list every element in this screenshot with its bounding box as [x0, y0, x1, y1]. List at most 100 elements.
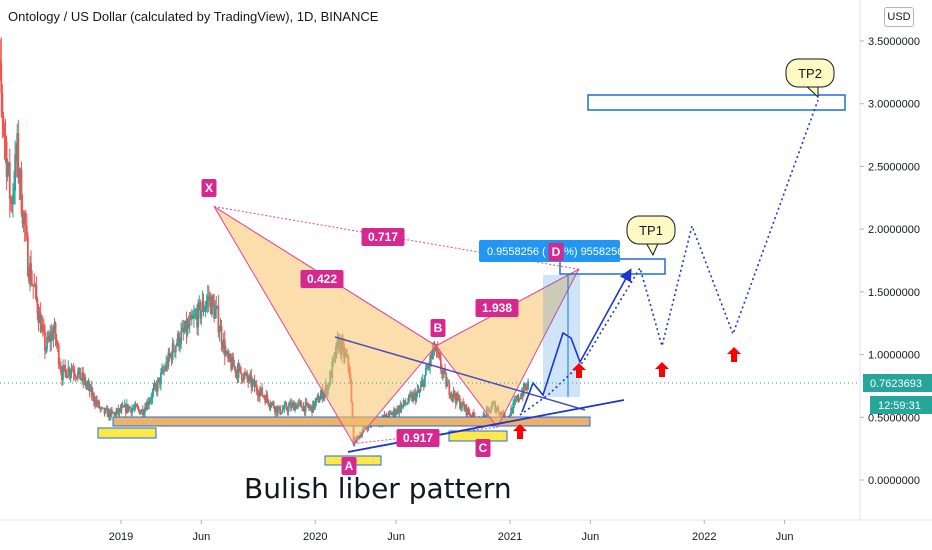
- candle-body: [137, 407, 140, 410]
- candle-body: [453, 390, 456, 398]
- candle-body: [102, 407, 105, 409]
- candle-body: [7, 162, 10, 169]
- candle-body: [393, 409, 395, 413]
- candle-body: [116, 408, 119, 412]
- candle-body: [151, 391, 154, 399]
- candle-body: [452, 390, 455, 397]
- candle-body: [515, 399, 518, 401]
- candle-body: [18, 175, 21, 183]
- candle-body: [278, 406, 280, 409]
- candle-body: [120, 406, 123, 411]
- candle-body: [282, 409, 285, 411]
- candle-body: [219, 326, 222, 332]
- candle-body: [132, 408, 135, 410]
- candle-body: [384, 414, 387, 419]
- candle-body: [161, 369, 163, 373]
- candle-body: [136, 406, 139, 408]
- candle-body: [123, 404, 126, 408]
- candle-body: [57, 345, 60, 365]
- candle-body: [76, 371, 79, 378]
- candle-body: [47, 337, 49, 341]
- candle-body: [35, 284, 38, 300]
- candle-body: [171, 343, 174, 360]
- point-label-x: X: [205, 181, 213, 195]
- price-tick-label: 2.0000000: [868, 224, 920, 236]
- ratio-label-xb: 0.422: [307, 272, 337, 286]
- candle-body: [527, 381, 529, 390]
- candle-body: [81, 372, 84, 380]
- candle-body: [73, 373, 76, 376]
- candle-body: [289, 403, 292, 409]
- buy-arrow-icon: [727, 347, 741, 362]
- candle-body: [85, 385, 88, 387]
- candle-body: [58, 364, 61, 367]
- candle-body: [205, 301, 208, 307]
- candle-body: [232, 356, 235, 367]
- candle-body: [78, 367, 80, 372]
- candle-body: [145, 407, 147, 411]
- candle-body: [188, 319, 191, 327]
- candle-body: [288, 403, 291, 406]
- candle-body: [429, 355, 432, 367]
- candle-body: [456, 393, 459, 400]
- currency-button[interactable]: USD: [884, 7, 914, 27]
- candle-body: [72, 369, 75, 374]
- candle-body: [193, 316, 195, 319]
- candle-body: [467, 408, 470, 413]
- candle-body: [92, 393, 95, 402]
- candle-body: [450, 394, 453, 397]
- candle-body: [261, 387, 263, 396]
- candle-body: [459, 398, 461, 409]
- candle-body: [199, 302, 202, 319]
- chart-title: Ontology / US Dollar (calculated by Trad…: [8, 9, 379, 24]
- candle-body: [313, 401, 316, 408]
- candle-body: [418, 391, 421, 393]
- candle-body: [422, 380, 425, 387]
- candle-body: [404, 403, 407, 405]
- candle-body: [306, 402, 309, 407]
- candle-body: [233, 366, 236, 368]
- candle-body: [241, 380, 244, 382]
- candle-body: [13, 190, 15, 195]
- candle-body: [258, 391, 261, 397]
- candle-body: [301, 407, 304, 411]
- candle-body: [253, 380, 256, 388]
- candle-body: [160, 372, 162, 385]
- candle-body: [38, 312, 41, 323]
- candle-body: [166, 361, 169, 367]
- candle-body: [157, 377, 160, 381]
- candle-body: [59, 366, 62, 372]
- candle-body: [95, 400, 97, 405]
- candle-body: [420, 382, 423, 387]
- candle-body: [130, 407, 133, 413]
- support-trendline: [347, 399, 625, 453]
- candle-body: [11, 203, 13, 205]
- candle-body: [63, 364, 65, 367]
- candle-body: [287, 405, 290, 412]
- candle-body: [511, 408, 514, 414]
- price-axis[interactable]: 0.0000000 0.5000000 1.0000000 1.5000000 2.00…: [859, 0, 932, 550]
- currency-button-label: USD: [887, 11, 911, 23]
- candle-body: [210, 296, 212, 315]
- candle-body: [82, 372, 85, 382]
- candle-body: [238, 364, 241, 367]
- candle-body: [440, 369, 443, 374]
- candle-body: [22, 212, 25, 224]
- candle-body: [69, 372, 72, 375]
- candle-body: [407, 395, 410, 403]
- point-label-x-bg: [201, 179, 217, 197]
- time-axis[interactable]: 2019 Jun 2020 Jun 2021 Jun 2022 Jun: [0, 519, 932, 543]
- candle-body: [134, 404, 137, 408]
- candle-body: [106, 408, 109, 417]
- candle-body: [483, 415, 486, 417]
- price-tick-label: 1.5000000: [868, 287, 920, 299]
- candle-body: [234, 366, 237, 373]
- support-highlight-left: [97, 427, 157, 439]
- ratio-label-bd: 1.938: [482, 301, 512, 315]
- candle-body: [262, 395, 264, 397]
- candle-body: [187, 323, 190, 327]
- candle-body: [34, 284, 37, 287]
- candle-body: [169, 354, 172, 357]
- candle-body: [181, 327, 184, 332]
